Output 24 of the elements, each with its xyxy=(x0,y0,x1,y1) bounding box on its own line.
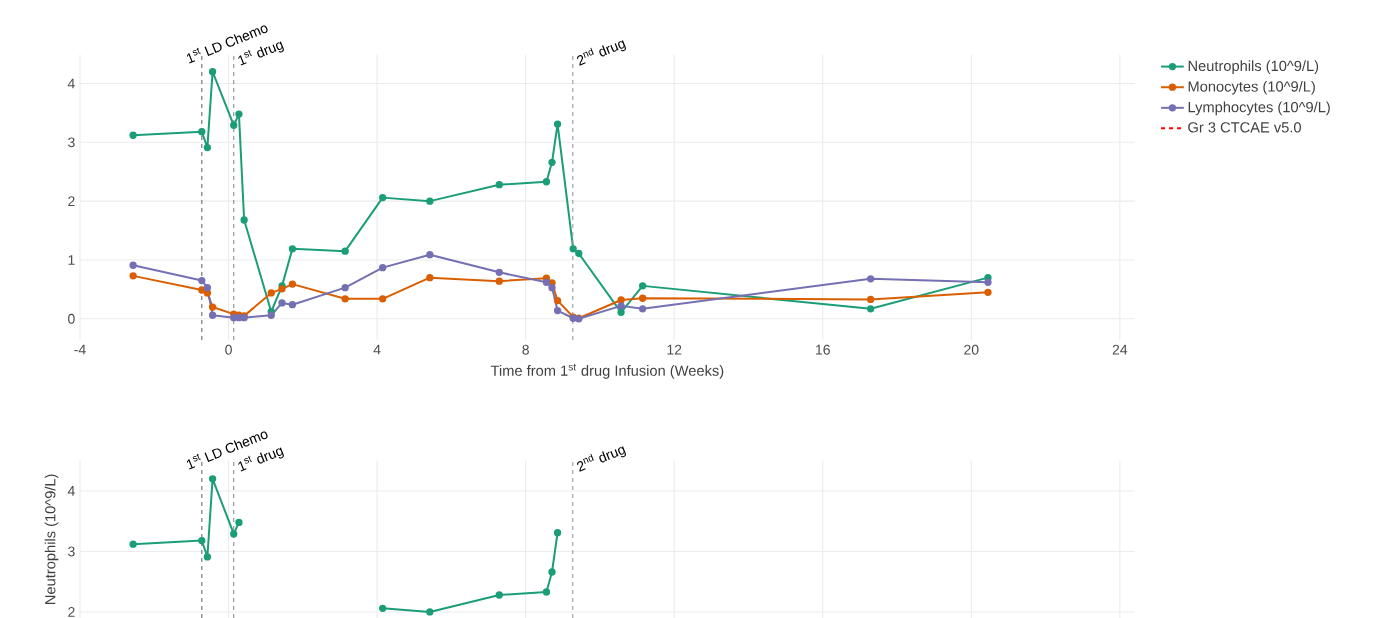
x-tick-label: 8 xyxy=(522,344,529,355)
legend-label: Monocytes (10^9/L) xyxy=(1188,80,1315,95)
y-tick-label: 2 xyxy=(68,607,75,617)
legend-label: Gr 3 CTCAE v5.0 xyxy=(1188,122,1301,133)
y-tick-label: 3 xyxy=(68,137,75,148)
x-tick-label: 4 xyxy=(373,344,381,355)
x-tick-label: 24 xyxy=(1112,344,1128,355)
x-tick-label: 16 xyxy=(816,344,830,355)
y-tick-label: 0 xyxy=(68,313,75,324)
ref-line-label: 2$^{nd}$ drug xyxy=(576,40,626,66)
x-tick-label: -4 xyxy=(74,344,86,355)
x-tick-label: 0 xyxy=(225,344,232,355)
x-tick-label: 12 xyxy=(667,344,682,355)
y-tick-label: 3 xyxy=(68,546,75,557)
y-tick-label: 2 xyxy=(68,196,75,207)
x-axis-title: Time from 1$^{st}$ drug Infusion (Weeks) xyxy=(490,363,724,379)
y-tick-label: 4 xyxy=(67,486,75,496)
y-axis-title: Neutrophils (10^9/L) xyxy=(44,474,59,604)
y-tick-label: 4 xyxy=(67,78,75,89)
ref-line-label: 2$^{nd}$ drug xyxy=(576,446,626,472)
legend-label: Lymphocytes (10^9/L) xyxy=(1188,101,1330,116)
y-tick-label: 1 xyxy=(68,255,75,265)
legend-label: Neutrophils (10^9/L) xyxy=(1188,60,1319,74)
x-tick-label: 20 xyxy=(964,344,979,355)
